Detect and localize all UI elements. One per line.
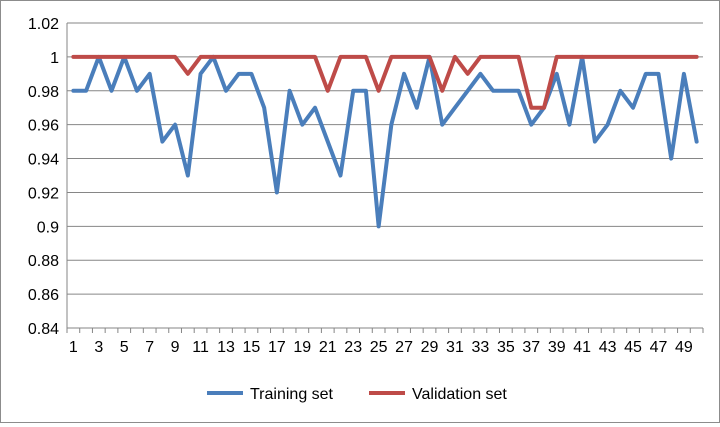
y-tick-label: 0.84 (28, 321, 59, 338)
y-tick-label: 0.94 (28, 152, 59, 169)
x-tick-label: 25 (370, 339, 388, 356)
x-tick-label: 5 (120, 339, 129, 356)
series-lines (71, 54, 699, 229)
x-tick-label: 35 (497, 339, 515, 356)
x-tick-label: 45 (624, 339, 642, 356)
legend-label: Validation set (412, 386, 507, 403)
y-tick-label: 0.92 (28, 185, 59, 202)
legend-item-training-set: Training set (207, 386, 334, 403)
series-line-training-set (71, 54, 699, 229)
y-tick-label: 1 (50, 50, 59, 67)
legend-item-validation-set: Validation set (369, 386, 507, 403)
series-line-validation-set (71, 54, 699, 110)
x-tick-label: 15 (243, 339, 261, 356)
y-tick-label: 0.9 (37, 219, 59, 236)
x-tick-label: 13 (217, 339, 235, 356)
y-tick-label: 0.86 (28, 287, 59, 304)
x-tick-label: 19 (293, 339, 311, 356)
x-tick-label: 39 (548, 339, 566, 356)
x-tick-label: 23 (344, 339, 362, 356)
y-tick-label: 0.98 (28, 84, 59, 101)
gridlines (67, 22, 703, 295)
x-tick-label: 49 (675, 339, 693, 356)
y-tick-label: 1.02 (28, 16, 59, 33)
x-tick-label: 11 (192, 339, 209, 356)
x-tick-label: 47 (650, 339, 668, 356)
x-tick-label: 33 (472, 339, 490, 356)
legend-label: Training set (250, 386, 334, 403)
x-tick-label: 43 (599, 339, 617, 356)
x-tick-label: 27 (395, 339, 413, 356)
legend: Training set Validation set (207, 386, 507, 403)
y-tick-label: 0.96 (28, 118, 59, 135)
x-tick-label: 1 (69, 339, 78, 356)
x-tick-label: 29 (421, 339, 439, 356)
x-tick-label: 21 (319, 339, 337, 356)
x-tick-label: 31 (446, 339, 464, 356)
y-tick-label: 0.88 (28, 253, 59, 270)
x-tick-label: 7 (145, 339, 154, 356)
x-tick-label: 17 (268, 339, 286, 356)
x-tick-label: 41 (573, 339, 591, 356)
x-tick-label: 9 (171, 339, 180, 356)
x-tick-label: 3 (94, 339, 103, 356)
x-tick-label: 37 (522, 339, 540, 356)
